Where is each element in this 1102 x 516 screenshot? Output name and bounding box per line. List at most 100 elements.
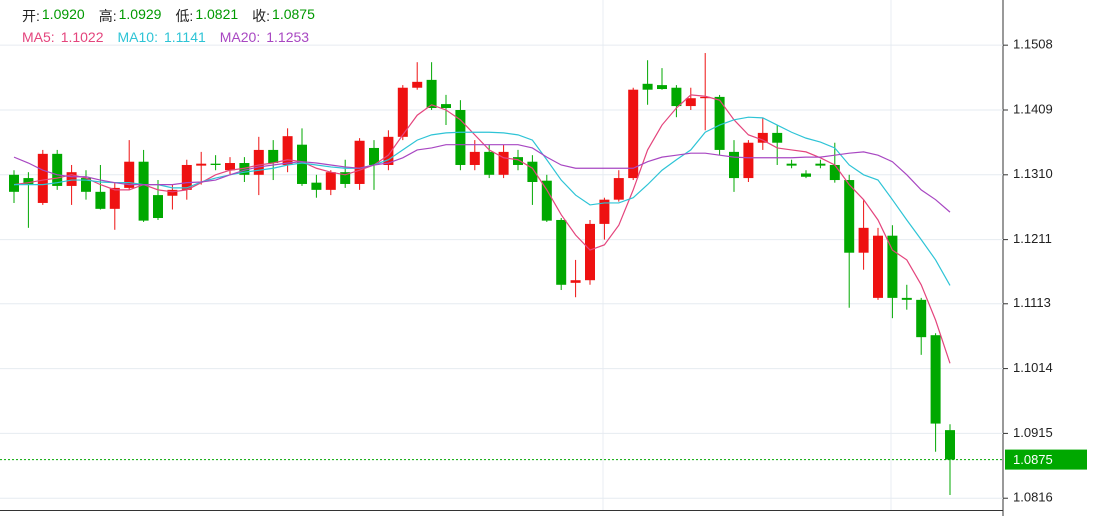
- candle-body: [282, 136, 293, 165]
- candle-body: [181, 164, 192, 190]
- candle-body: [325, 172, 336, 190]
- legend-item: MA5: 1.1022: [22, 29, 104, 45]
- legend-value: 1.1022: [60, 29, 104, 45]
- candle-body: [23, 178, 34, 184]
- candle-body: [930, 335, 941, 424]
- candle-body: [426, 79, 437, 109]
- ma-line: [14, 116, 951, 286]
- candle-body: [109, 187, 120, 209]
- candle-body: [498, 151, 509, 175]
- candle-body: [786, 163, 797, 166]
- ohlc-value: 1.0929: [118, 6, 162, 22]
- candle-body: [541, 180, 552, 221]
- candle-body: [239, 163, 250, 175]
- candle-body: [441, 104, 451, 109]
- candle-body: [354, 140, 365, 184]
- ma-legend: MA5: 1.1022 MA10: 1.1141 MA20: 1.1253: [22, 29, 309, 45]
- ohlc-label: 收:: [252, 8, 271, 24]
- candle-body: [225, 163, 235, 171]
- candle-body: [801, 173, 811, 177]
- candle-body: [311, 182, 322, 190]
- ohlc-label: 高:: [98, 8, 117, 24]
- candle-body: [858, 227, 869, 253]
- candle-body: [585, 223, 595, 281]
- candle-body: [700, 96, 711, 99]
- candle-body: [628, 89, 639, 179]
- candle-body: [815, 163, 826, 166]
- ohlc-item: 收: 1.0875: [252, 6, 315, 26]
- candle-body: [484, 151, 495, 175]
- candle-body: [210, 163, 221, 165]
- candle-body: [887, 235, 898, 298]
- y-tick-label: 1.1014: [1013, 360, 1053, 375]
- candle-body: [916, 299, 927, 338]
- legend-value: 1.1141: [163, 29, 206, 45]
- ohlc-label: 低:: [175, 8, 194, 24]
- candle-body: [397, 87, 408, 137]
- y-tick-label: 1.0816: [1013, 490, 1053, 505]
- candle-body: [757, 132, 768, 143]
- last-price-label: 1.0875: [1013, 452, 1053, 467]
- candle-body: [599, 199, 610, 224]
- candle-body: [167, 189, 178, 196]
- candle-body: [772, 132, 783, 143]
- candle-body: [95, 191, 106, 209]
- ma-line: [13, 94, 951, 364]
- candle-body: [714, 96, 725, 150]
- y-tick-label: 1.1409: [1013, 101, 1053, 116]
- y-tick-label: 1.1310: [1013, 166, 1053, 181]
- candle-body: [153, 195, 163, 219]
- ohlc-item: 高: 1.0929: [99, 6, 162, 26]
- candle-body: [527, 161, 538, 183]
- ohlc-label: 开:: [22, 8, 40, 24]
- candle-body: [412, 81, 423, 88]
- candle-body: [729, 151, 739, 179]
- candle-body: [383, 136, 394, 165]
- legend-name: MA20:: [219, 29, 261, 45]
- candle-body: [657, 85, 667, 90]
- candle-body: [829, 164, 840, 181]
- y-tick-label: 1.1508: [1013, 37, 1053, 52]
- y-tick-label: 1.1211: [1013, 231, 1052, 246]
- candle-body: [9, 174, 19, 192]
- ma-line: [13, 144, 951, 213]
- ohlc-header: 开: 1.0920 高: 1.0929 低: 1.0821 收: 1.0875: [22, 6, 315, 26]
- candle-body: [369, 147, 379, 165]
- ohlc-value: 1.0821: [195, 6, 239, 22]
- candle-body: [613, 178, 624, 200]
- candle-body: [196, 163, 207, 166]
- candle-body: [253, 149, 264, 175]
- candle-body: [671, 87, 682, 107]
- candle-body: [570, 280, 581, 283]
- legend-value: 1.1253: [266, 29, 310, 45]
- candle-body: [268, 149, 279, 164]
- candle-body: [556, 219, 567, 285]
- legend-item: MA20: 1.1253: [220, 29, 309, 45]
- candle-body: [844, 180, 855, 253]
- candle-body: [297, 144, 307, 184]
- legend-item: MA10: 1.1141: [118, 29, 206, 45]
- candle-body: [52, 153, 63, 186]
- candle-body: [469, 151, 480, 165]
- candle-body: [138, 161, 149, 221]
- ohlc-value: 1.0875: [272, 6, 315, 22]
- ohlc-item: 开: 1.0920: [22, 6, 85, 26]
- ohlc-item: 低: 1.0821: [175, 6, 238, 26]
- y-tick-label: 1.0915: [1013, 425, 1053, 440]
- last-price-box: [1005, 449, 1087, 470]
- candle-body: [124, 161, 135, 188]
- candle-body: [340, 172, 351, 184]
- legend-name: MA10:: [117, 29, 158, 45]
- y-tick-label: 1.1113: [1013, 295, 1051, 310]
- candle-body: [873, 235, 883, 298]
- candle-body: [37, 153, 48, 203]
- candle-body: [81, 178, 91, 192]
- candle-body: [513, 157, 523, 165]
- candle-body: [901, 297, 912, 300]
- candle-body: [455, 109, 466, 165]
- candle-body: [66, 172, 77, 186]
- legend-name: MA5:: [22, 29, 55, 45]
- candle-body: [743, 142, 754, 179]
- candle-body: [685, 98, 696, 107]
